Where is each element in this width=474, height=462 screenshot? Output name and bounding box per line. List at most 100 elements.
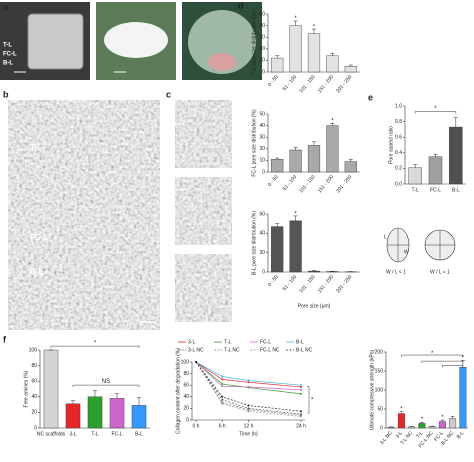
point <box>247 385 250 388</box>
panel-label: b <box>3 89 9 99</box>
bar <box>408 167 422 185</box>
legend-label: T-L NC <box>224 347 240 353</box>
photo-mold <box>27 13 84 70</box>
bar <box>131 405 147 429</box>
legend-label: 3-L NC <box>188 347 204 353</box>
annotation: * <box>441 415 444 421</box>
photo-label: FC-L <box>3 52 17 58</box>
bar <box>344 65 357 73</box>
y-tick-label: 0.4 <box>395 150 402 156</box>
point <box>300 410 302 413</box>
x-tick-label: 3-L <box>395 430 404 440</box>
y-tick-label: 60 <box>31 379 37 385</box>
bracket <box>401 354 464 358</box>
x-tick-label: 151 - 200 <box>317 174 335 194</box>
y-axis-label: B-L pore size distribution (%) <box>251 211 257 275</box>
x-tick-label: 101 - 150 <box>298 274 316 294</box>
x-tick-label: 201 - 250 <box>335 174 353 194</box>
y-tick-label: 40 <box>259 231 265 237</box>
x-tick-label: 51 - 100 <box>282 274 299 292</box>
y-tick-label: 20 <box>259 250 265 256</box>
y-tick-label: 20 <box>31 410 37 416</box>
y-tick-label: 80 <box>31 363 37 369</box>
y-tick-label: 150 <box>375 368 384 374</box>
legend-label: B-L NC <box>296 347 313 353</box>
y-tick-label: 50 <box>377 406 383 412</box>
x-tick-label: B-L <box>452 187 460 193</box>
photo-scaffold <box>104 22 168 58</box>
annotation: * <box>311 397 314 403</box>
bar <box>344 161 357 173</box>
legend-label: 3-L <box>188 339 195 345</box>
point <box>221 398 224 401</box>
annotation: * <box>431 351 434 357</box>
point <box>221 402 224 405</box>
y-axis-label: Pore aspect ratio <box>388 126 394 164</box>
diagram-label: W / L ≈ 1 <box>430 269 450 275</box>
annotation: * <box>294 212 297 218</box>
legend-label: T-L <box>224 339 231 345</box>
x-tick-label: FC-L <box>111 431 122 437</box>
bar <box>387 427 395 429</box>
y-axis-label: T-L pore size distribution (%) <box>251 11 257 75</box>
point <box>195 361 197 363</box>
bar <box>428 156 443 185</box>
x-tick-label: 0 - 50 <box>267 274 280 288</box>
annotation: * <box>313 24 316 30</box>
series-line <box>195 361 302 386</box>
x-tick-label: 0 h <box>193 423 200 429</box>
series-line <box>195 361 302 391</box>
x-axis-label: Time (h) <box>239 431 258 437</box>
x-tick-label: NC scaffolds <box>37 431 66 437</box>
bracket <box>421 360 464 364</box>
x-tick-label: 151 - 200 <box>317 74 335 94</box>
bar <box>438 421 446 429</box>
y-tick-label: 20 <box>183 406 189 412</box>
y-tick-label: 100 <box>29 347 38 353</box>
y-tick-label: 60 <box>259 211 265 217</box>
photo-dish <box>188 10 256 74</box>
y-tick-label: 200 <box>375 349 384 355</box>
bar <box>397 413 405 429</box>
annotation: * <box>400 407 403 413</box>
series-line <box>195 361 302 417</box>
y-axis-label: FC-L pore size distribution (%) <box>251 109 257 177</box>
bar <box>307 270 321 273</box>
x-tick-label: FC-L <box>433 430 445 443</box>
panel-label: f <box>3 334 7 344</box>
y-axis-label: Ultimate compressive strength (kPa) <box>369 349 375 430</box>
y-tick-label: 40 <box>259 123 265 129</box>
y-tick-label: 0.0 <box>395 181 402 187</box>
y-tick-label: 0.8 <box>395 119 402 125</box>
point <box>300 385 302 388</box>
point <box>221 383 224 386</box>
bar <box>307 33 321 73</box>
point <box>221 375 224 378</box>
bar <box>109 398 125 429</box>
series-line <box>195 361 302 388</box>
panel-label: d <box>238 0 244 10</box>
x-tick-label: 12 h <box>244 423 254 429</box>
panel-label: a <box>3 2 9 12</box>
x-tick-label: 51 - 100 <box>282 174 299 192</box>
bar <box>271 226 284 273</box>
y-tick-label: 0 <box>380 425 383 431</box>
sem-image <box>8 100 160 330</box>
bar <box>459 367 467 429</box>
series-line <box>195 361 302 415</box>
x-tick-label: T-L <box>412 187 419 193</box>
y-tick-label: 1.0 <box>395 103 402 109</box>
bar <box>65 403 81 429</box>
x-tick-label: 151 - 200 <box>317 274 335 294</box>
y-axis-label: Free amines (%) <box>23 370 29 407</box>
point <box>247 404 250 407</box>
photo-sample <box>208 53 236 71</box>
y-tick-label: 50 <box>259 11 265 17</box>
annotation: * <box>462 355 465 361</box>
y-tick-label: 40 <box>31 394 37 400</box>
annotation: NS <box>102 379 110 385</box>
series-line <box>195 361 302 416</box>
photo-label: T-L <box>3 43 12 49</box>
x-axis-label: Pore size (μm) <box>298 303 331 309</box>
